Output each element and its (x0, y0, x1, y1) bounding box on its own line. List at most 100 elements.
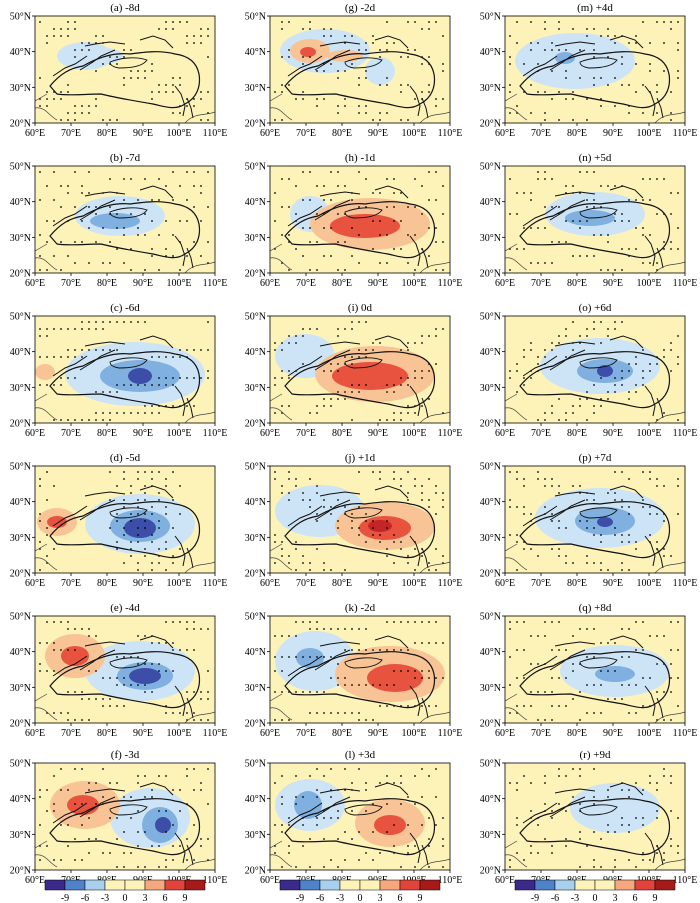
stipple-dot (274, 635, 276, 637)
stipple-dot (53, 642, 55, 644)
stipple-dot (628, 859, 630, 861)
stipple-dot (137, 384, 139, 386)
stipple-dot (165, 384, 167, 386)
stipple-dot (509, 213, 511, 215)
stipple-dot (579, 220, 581, 222)
stipple-dot (337, 70, 339, 72)
lon-label: 70°E (531, 278, 551, 289)
stipple-dot (337, 663, 339, 665)
lon-label: 90°E (368, 428, 388, 439)
stipple-dot (60, 28, 62, 30)
stipple-dot (207, 838, 209, 840)
stipple-dot (537, 63, 539, 65)
stipple-dot (614, 377, 616, 379)
stipple-dot (537, 555, 539, 557)
stipple-dot (565, 185, 567, 187)
stipple-dot (179, 789, 181, 791)
stipple-dot (309, 241, 311, 243)
stipple-dot (351, 356, 353, 358)
stipple-dot (621, 824, 623, 826)
stipple-dot (200, 220, 202, 222)
stipple-dot (509, 534, 511, 536)
stipple-dot (523, 775, 525, 777)
stipple-dot (274, 562, 276, 564)
stipple-dot (358, 768, 360, 770)
lon-label: 110°E (438, 875, 463, 886)
stipple-dot (649, 635, 651, 637)
lon-label: 70°E (531, 428, 551, 439)
stipple-dot (351, 419, 353, 421)
stipple-dot (46, 471, 48, 473)
stipple-dot (137, 499, 139, 501)
stipple-dot (53, 548, 55, 550)
stipple-dot (67, 84, 69, 86)
stipple-dot (172, 859, 174, 861)
stipple-dot (281, 492, 283, 494)
stipple-dot (614, 698, 616, 700)
stipple-dot (123, 534, 125, 536)
mountain-ranges (287, 485, 429, 569)
stipple-dot (509, 56, 511, 58)
lon-label: 90°E (133, 128, 153, 139)
stipple-dot (200, 719, 202, 721)
stipple-dot (670, 838, 672, 840)
stipple-dot (165, 91, 167, 93)
stipple-dot (530, 845, 532, 847)
stipple-dot (137, 845, 139, 847)
stipple-dot (428, 171, 430, 173)
stipple-dot (614, 77, 616, 79)
stipple-dot (172, 649, 174, 651)
stipple-dot (186, 621, 188, 623)
lon-label: 110°E (203, 278, 228, 289)
stipple-dot (407, 349, 409, 351)
stipple-dot (74, 349, 76, 351)
colorbar-swatch (399, 879, 421, 891)
lat-label: 40°N (10, 497, 31, 508)
stipple-dot (558, 49, 560, 51)
stipple-dot (274, 691, 276, 693)
stipple-dot (586, 171, 588, 173)
stipple-dot (200, 377, 202, 379)
stipple-dot (614, 105, 616, 107)
stipple-dot (593, 412, 595, 414)
stipple-dot (509, 91, 511, 93)
lon-label: 90°E (603, 278, 623, 289)
stipple-dot (586, 98, 588, 100)
stipple-dot (316, 621, 318, 623)
stipple-dot (53, 28, 55, 30)
stipple-dot (344, 98, 346, 100)
colorbar-swatch (299, 879, 321, 891)
stipple-dot (323, 499, 325, 501)
stipple-dot (344, 506, 346, 508)
anomaly-contour (374, 815, 406, 835)
stipple-dot (130, 852, 132, 854)
lat-label: 40°N (10, 794, 31, 805)
stipple-dot (144, 269, 146, 271)
stipple-dot (600, 234, 602, 236)
stipple-dot (158, 527, 160, 529)
stipple-dot (435, 642, 437, 644)
stipple-dot (365, 789, 367, 791)
lat-label: 20°N (245, 569, 266, 580)
lon-label: 100°E (166, 428, 191, 439)
stipple-dot (351, 63, 353, 65)
map-frame (269, 762, 451, 871)
stipple-dot (144, 384, 146, 386)
stipple-dot (523, 63, 525, 65)
stipple-dot (400, 56, 402, 58)
significance-stippling (509, 768, 679, 868)
lon-label: 60°E (25, 875, 45, 886)
stipple-dot (144, 77, 146, 79)
stipple-dot (60, 824, 62, 826)
stipple-dot (116, 817, 118, 819)
stipple-dot (565, 562, 567, 564)
stipple-dot (53, 649, 55, 651)
stipple-dot (200, 789, 202, 791)
stipple-dot (530, 227, 532, 229)
stipple-dot (116, 227, 118, 229)
stipple-dot (137, 831, 139, 833)
stipple-dot (295, 98, 297, 100)
stipple-dot (621, 56, 623, 58)
stipple-dot (400, 248, 402, 250)
